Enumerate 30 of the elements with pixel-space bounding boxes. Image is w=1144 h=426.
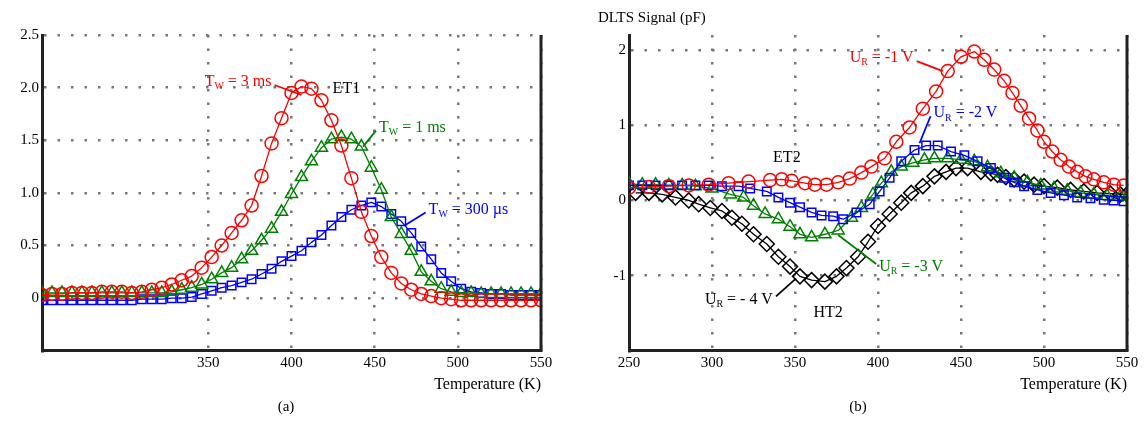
x-tick-label: 250 <box>617 353 641 370</box>
x-tick-label: 550 <box>1115 353 1139 370</box>
y-axis-title: DLTS Signal (pF) <box>598 8 706 26</box>
x-tick-label: 450 <box>363 353 386 370</box>
text: (a) <box>276 398 296 415</box>
y-tick-label: 1.0 <box>20 183 39 200</box>
x-tick-label: 400 <box>280 353 303 370</box>
x-tick-label: 350 <box>197 353 220 370</box>
y-tick-label: 0.5 <box>20 236 39 253</box>
y-tick-label: 1.5 <box>20 131 39 148</box>
x-axis-title: Temperature (K) <box>434 374 541 393</box>
x-tick-label: 400 <box>866 353 890 370</box>
x-tick-label: 500 <box>446 353 470 370</box>
x-tick-label: 450 <box>949 353 973 370</box>
y-tick-label: 1 <box>618 116 626 133</box>
y-tick-label: -1 <box>613 266 626 283</box>
y-tick-label: 2.5 <box>20 25 39 42</box>
x-tick-label: 300 <box>700 353 724 370</box>
annotation: ET1 <box>332 78 361 96</box>
x-axis-title: Temperature (K) <box>1020 374 1127 393</box>
x-tick-label: 350 <box>783 353 807 370</box>
y-tick-label: 2.0 <box>20 78 39 95</box>
y-tick-label: 2 <box>618 40 626 57</box>
annotation: ET2 <box>773 148 801 166</box>
x-tick-label: 550 <box>529 353 553 370</box>
x-tick-label: 500 <box>1032 353 1056 370</box>
y-tick-label: 0 <box>31 289 39 306</box>
y-tick-label: 0 <box>618 191 626 208</box>
annotation: HT2 <box>813 303 843 321</box>
text: (b) <box>848 398 868 415</box>
